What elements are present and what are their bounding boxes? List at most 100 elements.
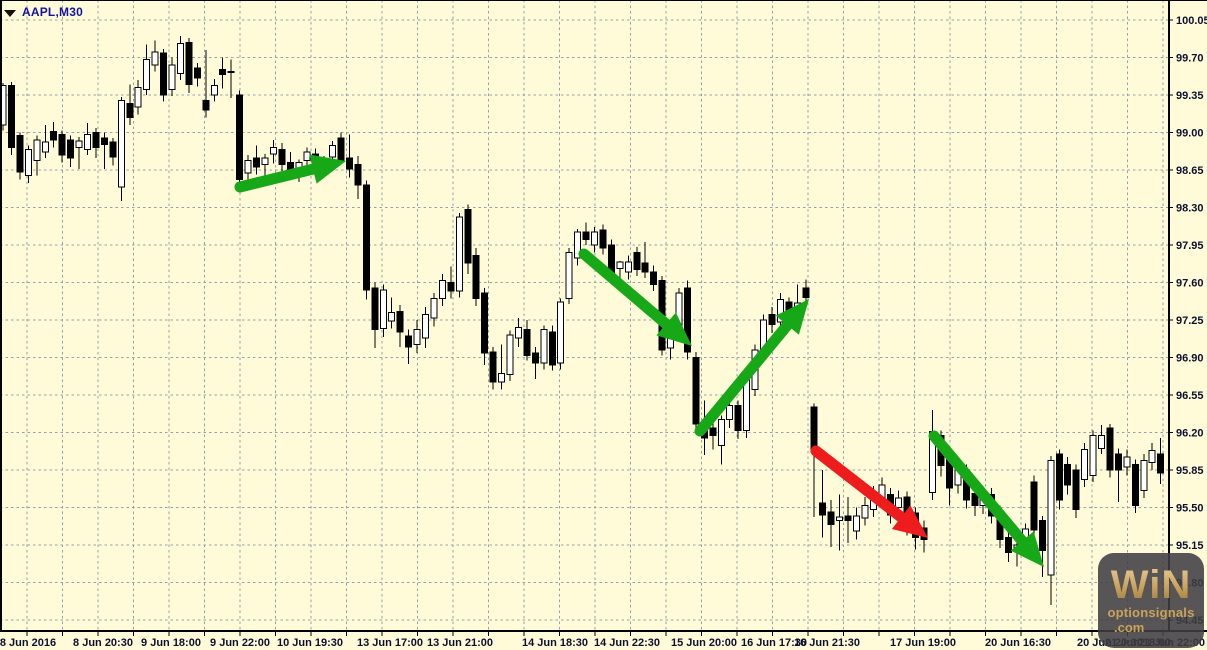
symbol-label: AAPL,M30: [22, 5, 83, 19]
time-label: 8 Jun 2016: [0, 637, 56, 649]
candle-body: [557, 301, 565, 364]
candle-body: [117, 99, 125, 188]
time-label: 10 Jun 19:30: [277, 637, 343, 649]
candle-body: [895, 497, 903, 509]
candle-body: [531, 352, 539, 364]
candle-body: [75, 140, 83, 148]
candle-body: [1123, 456, 1131, 468]
candle-body: [683, 287, 691, 353]
green-down-arrow: [578, 248, 692, 346]
candle-body: [236, 94, 244, 181]
candle-body: [1148, 450, 1156, 464]
price-label: 99.35: [1176, 90, 1204, 102]
candles-layer: [0, 36, 1165, 605]
candle-body: [819, 502, 827, 516]
candle-body: [362, 184, 370, 291]
candle-body: [345, 157, 353, 170]
candle-body: [1131, 464, 1139, 506]
candle-body: [1047, 459, 1055, 576]
candle-body: [329, 144, 337, 158]
candle-body: [582, 231, 590, 241]
candle-body: [185, 42, 193, 85]
candle-body: [379, 289, 387, 330]
time-label: 8 Jun 20:30: [73, 637, 133, 649]
chevron-down-icon[interactable]: [4, 9, 16, 17]
candle-body: [7, 84, 15, 148]
candle-body: [1030, 481, 1038, 531]
green-up-arrow: [694, 299, 809, 437]
candle-body: [438, 279, 446, 300]
red-down-arrow: [810, 445, 928, 538]
candle-body: [303, 151, 311, 161]
candle-body: [743, 379, 751, 431]
candle-body: [1098, 435, 1105, 450]
candle-body: [396, 310, 404, 333]
candle-body: [540, 329, 548, 364]
symbol-header: AAPL,M30: [4, 5, 83, 19]
candle-body: [1005, 537, 1013, 553]
watermark-domain: .com: [1114, 620, 1145, 635]
candle-body: [726, 405, 734, 421]
candle-body: [388, 312, 396, 322]
candle-body: [650, 271, 658, 286]
price-label: 98.65: [1176, 165, 1204, 177]
time-label: 20 Jun 16:30: [985, 637, 1051, 649]
candle-body: [717, 419, 725, 446]
time-label: 16 Jun 21:30: [794, 637, 860, 649]
candle-body: [802, 287, 810, 299]
candle-body: [447, 282, 455, 292]
price-label: 96.55: [1176, 390, 1204, 402]
price-axis-labels[interactable]: 100.05 99.70 99.35 99.00 98.65 98.30 97.95 97.6…: [1168, 15, 1207, 627]
candle-body: [481, 292, 489, 354]
price-label: 95.85: [1176, 465, 1204, 477]
candle-body: [971, 493, 979, 506]
candle-body: [84, 134, 91, 151]
candle-body: [278, 149, 286, 166]
candle-body: [844, 515, 852, 521]
candle-body: [67, 139, 75, 159]
watermark-name: optionsignals: [1107, 605, 1195, 620]
time-label: 13 Jun 21:00: [427, 637, 493, 649]
candle-body: [1038, 519, 1046, 551]
candle-body: [33, 139, 41, 161]
candle-body: [827, 511, 835, 526]
price-label: 97.95: [1176, 240, 1204, 252]
candle-body: [1081, 449, 1089, 481]
candle-body: [1114, 453, 1122, 471]
candle-body: [0, 84, 7, 126]
signal-arrows: [234, 154, 1044, 567]
candle-body: [16, 135, 24, 173]
candle-body: [405, 335, 413, 348]
candle-body: [160, 52, 168, 96]
axis-frame: [0, 0, 1207, 632]
price-label: 95.50: [1176, 503, 1204, 515]
candle-body: [24, 149, 32, 176]
candle-body: [371, 287, 379, 331]
candle-body: [413, 329, 421, 346]
candle-body: [151, 51, 159, 66]
price-label: 98.30: [1176, 203, 1204, 215]
candle-body: [1072, 469, 1080, 511]
price-label: 95.15: [1176, 540, 1204, 552]
time-label: 16 Jun 17:30: [741, 637, 807, 649]
candle-body: [58, 134, 66, 156]
candle-body: [565, 252, 573, 300]
candle-body: [836, 516, 844, 521]
candle-body: [261, 157, 269, 166]
candle-body: [455, 216, 463, 292]
candle-body: [227, 70, 235, 74]
candle-body: [210, 84, 218, 96]
candle-body: [574, 231, 582, 259]
candle-body: [734, 405, 742, 431]
price-label: 97.60: [1176, 278, 1204, 290]
green-up-arrow: [234, 154, 346, 193]
candle-body: [176, 43, 184, 75]
time-label: 13 Jun 17:00: [357, 637, 423, 649]
price-label: 99.00: [1176, 128, 1204, 140]
candle-body: [768, 314, 776, 325]
time-label: 9 Jun 18:00: [141, 637, 201, 649]
candle-body: [624, 261, 632, 273]
candle-body: [202, 99, 210, 111]
